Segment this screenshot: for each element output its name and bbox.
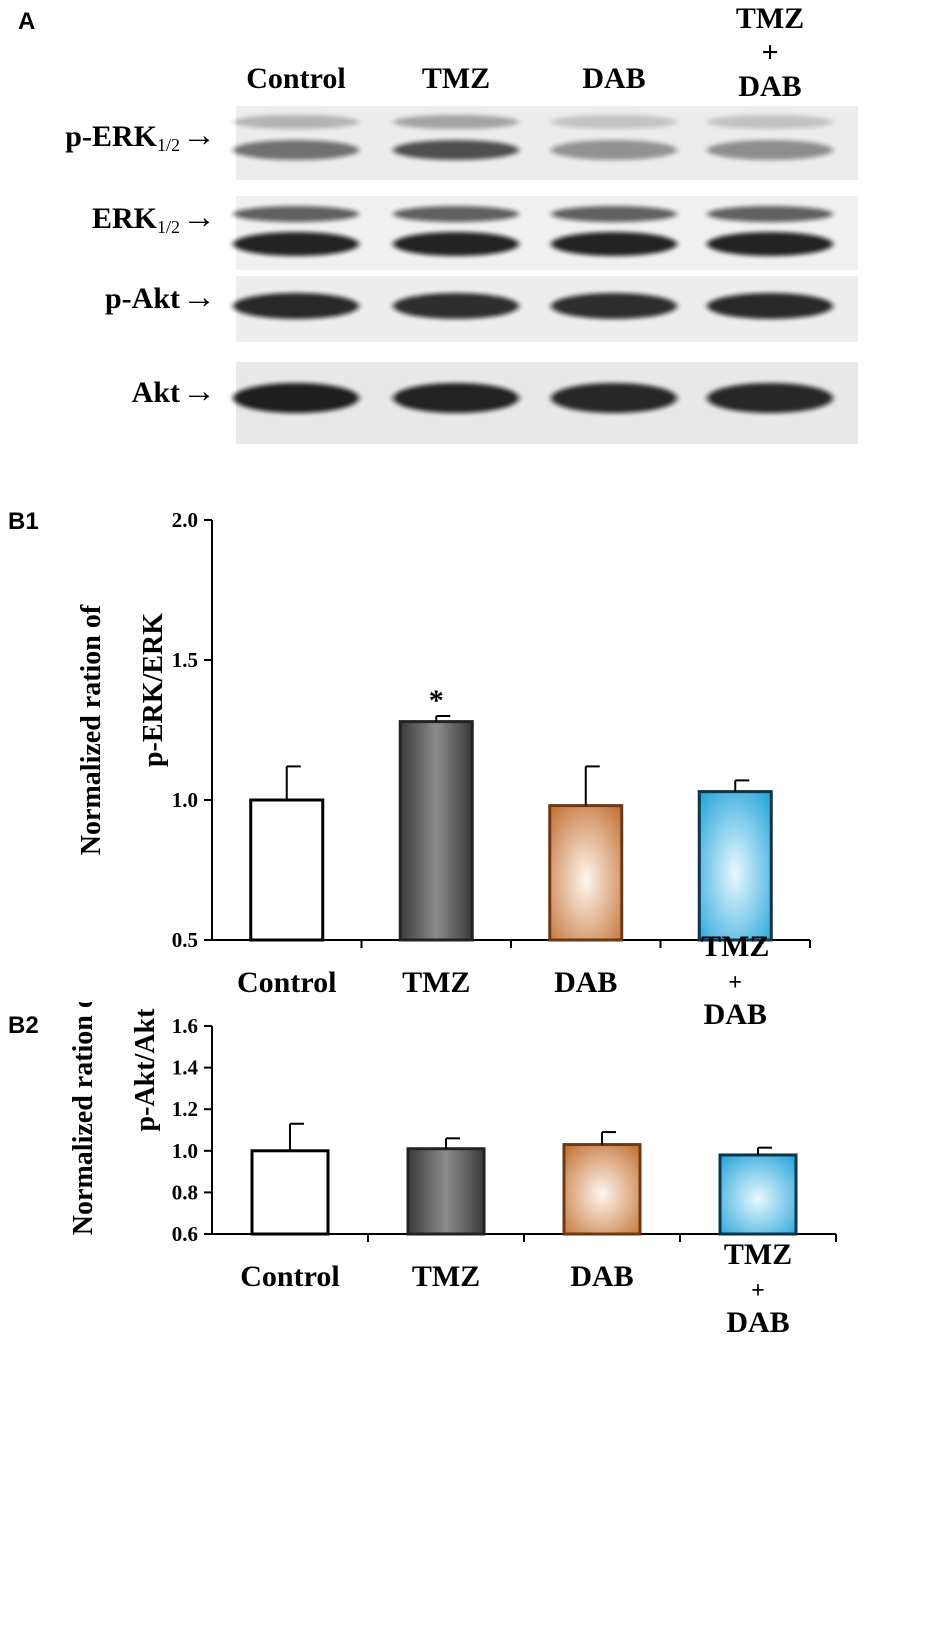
blot-band <box>393 232 519 256</box>
blot-band <box>233 206 359 222</box>
bar <box>548 804 624 942</box>
y-axis-label: Normalized ration of <box>76 604 107 855</box>
lane-label: TMZ <box>736 2 804 35</box>
bar <box>718 1153 798 1236</box>
y-tick-label: 1.4 <box>172 1056 199 1080</box>
blot-band <box>393 140 519 160</box>
y-axis-label: p-Akt/Akt <box>130 1008 161 1132</box>
panel-label-b1: B1 <box>8 508 39 535</box>
y-tick-label: 2.0 <box>172 508 198 532</box>
bar <box>398 720 474 942</box>
category-label: TMZ <box>402 966 470 999</box>
y-tick-label: 0.8 <box>172 1180 198 1204</box>
bar <box>562 1143 642 1236</box>
blot-band <box>707 140 833 160</box>
blot-band <box>233 293 359 319</box>
y-tick-label: 1.6 <box>172 1014 198 1038</box>
arrow-icon: → <box>182 279 216 316</box>
panel-label-b2: B2 <box>8 1012 39 1039</box>
y-tick-label: 1.5 <box>172 648 198 672</box>
blot-band <box>707 206 833 222</box>
y-tick-label: 1.0 <box>172 1139 198 1163</box>
y-tick-label: 1.2 <box>172 1097 198 1121</box>
y-tick-label: 1.0 <box>172 788 198 812</box>
bar <box>249 798 325 942</box>
blot-band <box>233 383 359 413</box>
lane-label: Control <box>246 62 345 95</box>
blot-band <box>393 206 519 222</box>
category-label: + <box>751 1278 765 1304</box>
pakt-akt-bar-chart: 0.6 0.8 1.0 1.2 1.4 1.6 Normalized ration of p-… <box>68 1002 837 1339</box>
blot-band <box>551 232 677 256</box>
category-label: TMZ <box>724 1238 792 1271</box>
blot-band <box>393 383 519 413</box>
blot-band <box>551 140 677 160</box>
lane-label: + <box>761 36 778 69</box>
category-label: TMZ <box>701 930 769 963</box>
category-label: DAB <box>570 1260 633 1293</box>
category-label: DAB <box>554 966 617 999</box>
blot-band <box>233 115 359 129</box>
category-label: DAB <box>704 998 767 1031</box>
protein-label: ERK1/2 <box>92 202 180 237</box>
category-label: DAB <box>726 1306 789 1339</box>
y-tick-label: 0.6 <box>172 1222 198 1246</box>
bar <box>250 1149 330 1236</box>
significance-mark: * <box>429 684 444 717</box>
blot-band <box>233 140 359 160</box>
y-axis-label: p-ERK/ERK <box>138 613 169 767</box>
lane-label: DAB <box>582 62 645 95</box>
blot-band <box>707 115 833 129</box>
y-axis-label: Normalized ration of <box>68 1002 99 1235</box>
category-label: Control <box>240 1260 339 1293</box>
category-label: + <box>728 970 742 996</box>
arrow-icon: → <box>182 199 216 236</box>
blot-band <box>707 383 833 413</box>
protein-label: Akt <box>132 376 180 409</box>
lane-label: TMZ <box>422 62 490 95</box>
blot-band <box>393 115 519 129</box>
blot-band <box>551 115 677 129</box>
bar <box>697 790 773 942</box>
blot-band <box>233 232 359 256</box>
protein-label: p-Akt <box>105 282 180 315</box>
panel-label-a: A <box>18 8 36 35</box>
y-tick-label: 0.5 <box>172 928 198 952</box>
blot-band <box>707 232 833 256</box>
category-label: TMZ <box>412 1260 480 1293</box>
protein-label: p-ERK1/2 <box>65 120 180 155</box>
blot-band <box>393 293 519 319</box>
perk-erk-bar-chart: 0.5 1.0 1.5 2.0 Normalized ration of p-ERK/ER… <box>76 508 811 1031</box>
bar <box>406 1147 486 1236</box>
blot-band <box>551 383 677 413</box>
arrow-icon: → <box>182 373 216 410</box>
blot-band <box>551 206 677 222</box>
blot-band <box>707 293 833 319</box>
lane-label: DAB <box>738 70 801 103</box>
blot-band <box>551 293 677 319</box>
arrow-icon: → <box>182 117 216 154</box>
category-label: Control <box>237 966 336 999</box>
